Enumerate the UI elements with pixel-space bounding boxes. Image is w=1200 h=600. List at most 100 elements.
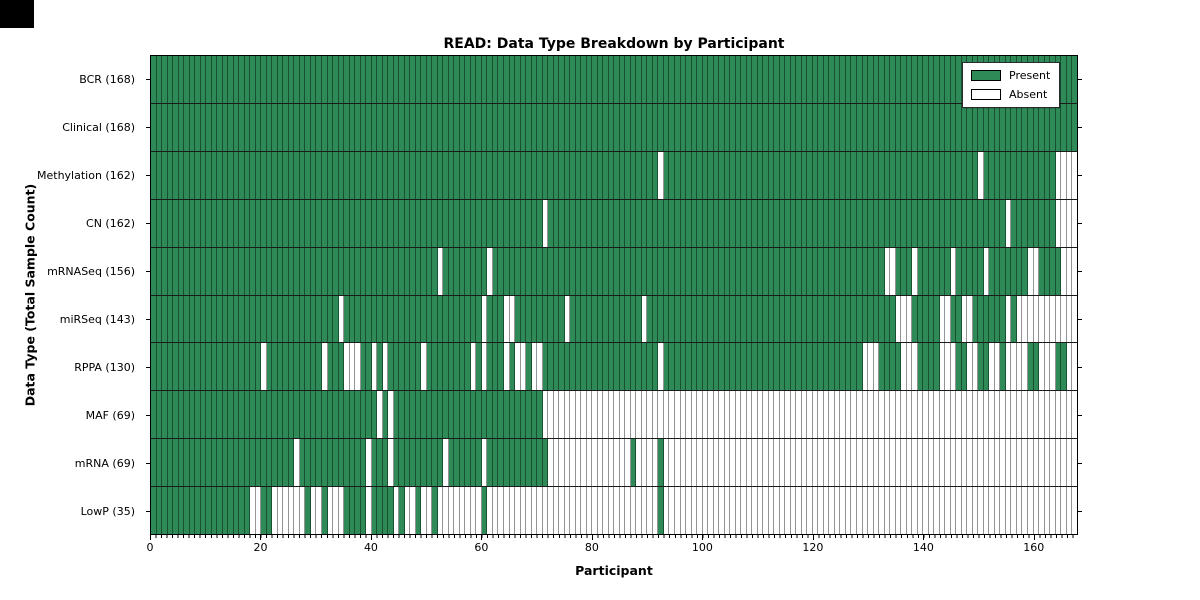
cell-present — [266, 103, 273, 151]
cell-present — [415, 199, 422, 247]
cell-absent — [956, 439, 962, 487]
cell-absent — [978, 151, 984, 199]
cell-present — [851, 103, 857, 151]
cell-present — [211, 487, 218, 535]
cell-present — [879, 343, 885, 391]
cell-present — [570, 56, 576, 103]
cell-present — [360, 439, 367, 487]
cell-present — [570, 103, 576, 151]
cell-absent — [371, 343, 378, 391]
cell-absent — [250, 487, 256, 535]
cell-present — [581, 151, 587, 199]
cell-absent — [978, 487, 984, 535]
cell-present — [321, 103, 328, 151]
cell-present — [851, 199, 857, 247]
cell-absent — [382, 343, 389, 391]
cell-present — [294, 151, 300, 199]
x-tick-label: 20 — [253, 541, 268, 554]
cell-present — [393, 199, 400, 247]
cell-present — [857, 56, 863, 103]
cell-present — [1000, 295, 1006, 343]
cell-present — [321, 56, 328, 103]
cell-absent — [1072, 343, 1077, 391]
cell-present — [586, 295, 593, 343]
cell-absent — [884, 247, 891, 295]
cell-present — [890, 103, 896, 151]
cell-present — [366, 103, 372, 151]
cell-absent — [978, 391, 984, 439]
cell-absent — [680, 487, 687, 535]
cell-present — [492, 247, 499, 295]
cell-present — [266, 391, 273, 439]
cell-absent — [890, 247, 896, 295]
cell-present — [349, 199, 356, 247]
cell-present — [470, 295, 477, 343]
cell-present — [774, 247, 780, 295]
cell-present — [680, 343, 687, 391]
cell-absent — [989, 439, 995, 487]
cell-present — [735, 151, 742, 199]
cell-present — [454, 295, 460, 343]
cell-present — [934, 343, 940, 391]
cell-present — [923, 295, 929, 343]
cell-present — [443, 343, 449, 391]
cell-present — [741, 343, 747, 391]
cell-present — [360, 487, 367, 535]
cell-present — [608, 343, 615, 391]
cell-present — [1033, 343, 1040, 391]
cell-present — [1072, 56, 1077, 103]
cell-present — [393, 343, 400, 391]
cell-present — [520, 295, 527, 343]
cell-present — [167, 199, 174, 247]
cell-present — [619, 247, 626, 295]
cell-present — [581, 247, 587, 295]
cell-present — [299, 199, 306, 247]
cell-present — [575, 151, 582, 199]
cell-present — [355, 391, 361, 439]
cell-present — [608, 199, 615, 247]
cell-present — [857, 247, 863, 295]
cell-present — [310, 199, 317, 247]
cell-present — [851, 56, 857, 103]
cell-present — [228, 295, 234, 343]
cell-absent — [542, 391, 549, 439]
cell-present — [774, 56, 780, 103]
cell-present — [1027, 103, 1034, 151]
cell-present — [873, 199, 880, 247]
cell-present — [388, 56, 394, 103]
cell-present — [1011, 295, 1017, 343]
cell-absent — [1055, 439, 1062, 487]
cell-present — [239, 487, 245, 535]
cell-present — [344, 247, 350, 295]
cell-present — [310, 56, 317, 103]
cell-present — [774, 103, 780, 151]
cell-present — [377, 439, 383, 487]
cell-absent — [945, 439, 951, 487]
cell-absent — [807, 487, 813, 535]
cell-present — [399, 487, 405, 535]
cell-absent — [746, 439, 753, 487]
cell-present — [520, 56, 527, 103]
cell-present — [426, 199, 433, 247]
cell-present — [884, 103, 891, 151]
cell-present — [917, 56, 924, 103]
cell-present — [454, 391, 460, 439]
cell-present — [961, 103, 968, 151]
cell-present — [415, 56, 422, 103]
cell-present — [184, 487, 190, 535]
cell-present — [156, 247, 163, 295]
cell-absent — [1066, 199, 1073, 247]
cell-present — [233, 391, 240, 439]
cell-present — [553, 103, 560, 151]
cell-present — [184, 247, 190, 295]
cell-present — [901, 151, 907, 199]
cell-absent — [504, 487, 510, 535]
cell-absent — [1027, 391, 1034, 439]
cell-present — [305, 199, 311, 247]
cell-present — [272, 391, 278, 439]
cell-absent — [708, 439, 714, 487]
cell-present — [448, 247, 455, 295]
cell-present — [603, 103, 609, 151]
cell-present — [184, 103, 190, 151]
cell-present — [625, 295, 631, 343]
